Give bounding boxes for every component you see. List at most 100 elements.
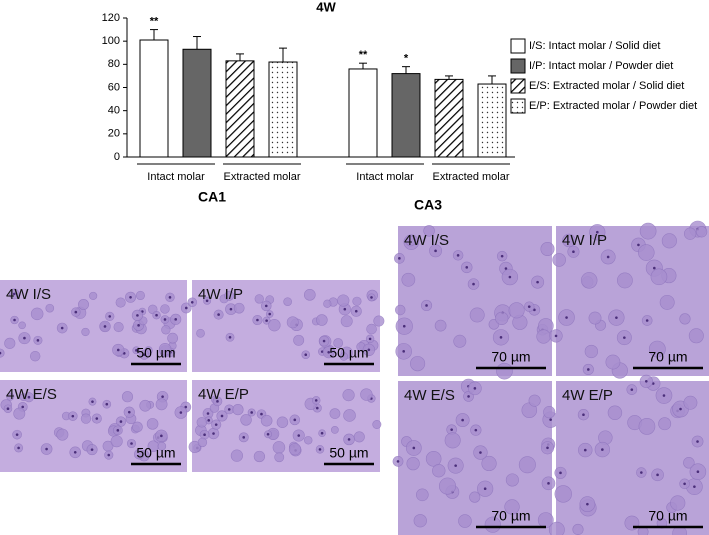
- cell: [410, 356, 426, 372]
- cell: [89, 291, 98, 300]
- nucleus: [129, 295, 132, 299]
- nucleus: [559, 471, 562, 475]
- cell: [133, 448, 145, 460]
- cell: [110, 435, 123, 448]
- cell: [469, 307, 485, 323]
- nucleus: [90, 448, 94, 451]
- cell: [661, 233, 677, 249]
- chart-title: 4W: [316, 0, 336, 14]
- cell: [196, 417, 208, 428]
- nucleus: [500, 254, 504, 258]
- cell: [481, 455, 497, 472]
- nucleus: [268, 312, 272, 316]
- scale-label: 50 µm: [329, 345, 368, 361]
- legend-label: I/P: Intact molar / Powder diet: [529, 60, 673, 72]
- nucleus: [228, 335, 232, 339]
- nucleus: [250, 411, 253, 414]
- nucleus: [116, 348, 120, 352]
- nucleus: [179, 411, 183, 414]
- nucleus: [318, 448, 322, 451]
- nucleus: [508, 275, 512, 279]
- nucleus: [15, 433, 19, 436]
- nucleus: [119, 420, 123, 423]
- cell: [18, 321, 26, 330]
- scale-label: 70 µm: [491, 508, 530, 524]
- cell: [373, 315, 385, 327]
- nucleus: [293, 418, 297, 422]
- legend-label: E/S: Extracted molar / Solid diet: [529, 80, 684, 92]
- cell: [458, 514, 472, 528]
- cell: [580, 272, 598, 289]
- nucleus: [103, 325, 107, 328]
- micrograph: 4W E/S 70 µm: [392, 378, 559, 535]
- cell: [146, 418, 159, 430]
- cell: [158, 342, 172, 356]
- cell: [80, 413, 92, 424]
- cell: [540, 242, 555, 257]
- cell: [425, 451, 442, 467]
- panel-label: 4W E/S: [6, 386, 57, 403]
- nucleus: [347, 438, 351, 441]
- nucleus: [623, 336, 626, 339]
- cell: [548, 521, 565, 535]
- cell: [167, 332, 179, 344]
- cell: [416, 488, 429, 502]
- nucleus: [160, 434, 163, 438]
- y-tick-label: 40: [108, 105, 120, 117]
- nucleus: [653, 266, 656, 270]
- nucleus: [13, 318, 16, 322]
- nucleus: [601, 448, 604, 451]
- cell: [0, 348, 5, 358]
- cell: [638, 418, 656, 435]
- bar: [434, 78, 464, 158]
- nucleus: [368, 337, 372, 341]
- nucleus: [402, 324, 406, 328]
- nucleus: [168, 296, 172, 299]
- cell: [536, 329, 551, 344]
- cell: [543, 406, 556, 419]
- nucleus: [546, 446, 549, 450]
- nucleus: [586, 502, 589, 506]
- cell: [528, 394, 541, 407]
- cell: [161, 325, 171, 335]
- cell: [113, 321, 124, 333]
- cell: [405, 235, 416, 247]
- cell: [196, 328, 205, 338]
- nucleus: [137, 324, 140, 327]
- nucleus: [229, 307, 233, 311]
- cell: [616, 272, 633, 289]
- cell: [658, 417, 672, 431]
- cell: [323, 299, 332, 308]
- panel-label: 4W I/S: [6, 286, 51, 303]
- nucleus: [343, 307, 347, 311]
- cell: [562, 233, 576, 248]
- nucleus: [450, 428, 453, 431]
- legend-label: E/P: Extracted molar / Powder diet: [529, 100, 697, 112]
- nucleus: [217, 313, 220, 316]
- cell: [453, 334, 467, 348]
- nucleus: [227, 408, 231, 411]
- cell: [554, 485, 572, 503]
- nucleus: [45, 447, 48, 451]
- cell: [360, 388, 373, 401]
- cell: [372, 420, 382, 429]
- scale-label: 50 µm: [136, 345, 175, 361]
- nucleus: [212, 432, 215, 435]
- cell: [434, 319, 447, 332]
- cell: [684, 227, 697, 240]
- nucleus: [203, 433, 206, 437]
- cell: [274, 452, 285, 463]
- significance-label: *: [404, 53, 409, 65]
- nucleus: [6, 407, 10, 411]
- cell: [293, 334, 305, 346]
- nucleus: [583, 448, 587, 452]
- cell: [353, 431, 365, 443]
- panel-label: 4W E/P: [198, 386, 249, 403]
- nucleus: [467, 395, 470, 398]
- y-tick-label: 0: [114, 151, 120, 163]
- cell: [339, 352, 349, 361]
- cell: [518, 456, 536, 474]
- nucleus: [536, 280, 539, 284]
- cell: [496, 362, 513, 380]
- nucleus: [587, 368, 590, 371]
